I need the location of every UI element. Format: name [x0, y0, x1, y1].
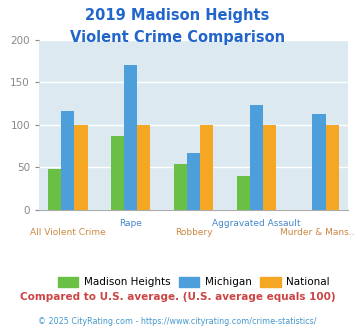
- Bar: [236, 176, 250, 210]
- Bar: [250, 105, 263, 210]
- Bar: [61, 111, 75, 210]
- Bar: [174, 164, 187, 210]
- Legend: Madison Heights, Michigan, National: Madison Heights, Michigan, National: [53, 273, 334, 291]
- Text: All Violent Crime: All Violent Crime: [30, 228, 106, 237]
- Bar: [137, 124, 151, 210]
- Bar: [187, 153, 200, 210]
- Bar: [75, 124, 88, 210]
- Text: 2019 Madison Heights: 2019 Madison Heights: [85, 8, 270, 23]
- Bar: [263, 124, 276, 210]
- Bar: [312, 115, 326, 210]
- Text: Rape: Rape: [119, 219, 142, 228]
- Bar: [48, 169, 61, 210]
- Text: Violent Crime Comparison: Violent Crime Comparison: [70, 30, 285, 45]
- Text: Robbery: Robbery: [175, 228, 212, 237]
- Bar: [326, 124, 339, 210]
- Text: Compared to U.S. average. (U.S. average equals 100): Compared to U.S. average. (U.S. average …: [20, 292, 335, 302]
- Bar: [111, 136, 124, 210]
- Text: Murder & Mans...: Murder & Mans...: [280, 228, 355, 237]
- Text: © 2025 CityRating.com - https://www.cityrating.com/crime-statistics/: © 2025 CityRating.com - https://www.city…: [38, 317, 317, 326]
- Bar: [124, 65, 137, 210]
- Text: Aggravated Assault: Aggravated Assault: [212, 219, 300, 228]
- Bar: [200, 124, 213, 210]
